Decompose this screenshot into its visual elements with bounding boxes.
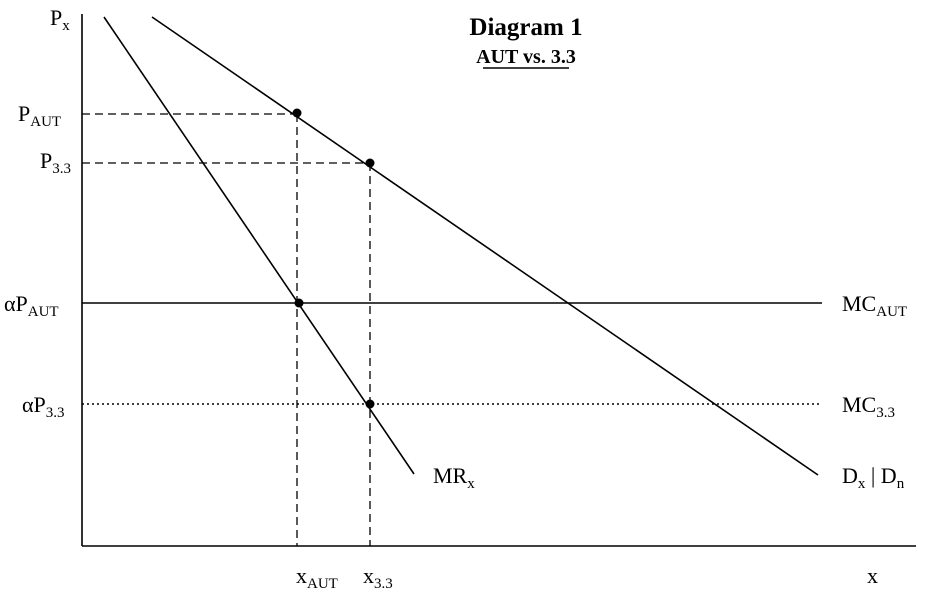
x-axis-label: x: [867, 563, 878, 588]
label-x-33: x3.3: [363, 563, 393, 592]
label-alpha-p-33: αP3.3: [22, 392, 65, 421]
label-mc-aut: MCAUT: [842, 291, 907, 320]
label-x-aut: xAUT: [296, 563, 338, 592]
y-axis-label: Px: [50, 5, 70, 34]
point-33-mr: [365, 399, 375, 409]
label-mc-33: MC3.3: [842, 392, 895, 421]
diagram-subtitle: AUT vs. 3.3: [476, 46, 576, 68]
label-demand: Dx | Dn: [842, 463, 905, 492]
label-p-33: P3.3: [40, 148, 71, 177]
point-aut-mr: [294, 298, 304, 308]
diagram-title: Diagram 1: [469, 14, 582, 41]
label-mr: MRx: [433, 463, 475, 492]
label-p-aut: PAUT: [18, 101, 61, 130]
mr-curve: [103, 16, 415, 475]
point-33-demand: [365, 158, 375, 168]
demand-curve: [151, 16, 819, 476]
label-alpha-p-aut: αPAUT: [4, 291, 59, 320]
point-aut-demand: [292, 108, 302, 118]
